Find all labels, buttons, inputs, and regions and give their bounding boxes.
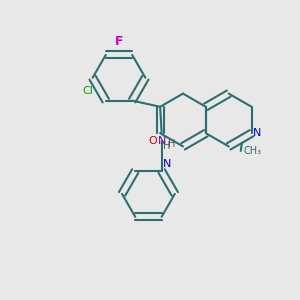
Text: F: F: [115, 35, 123, 48]
Text: N: N: [158, 136, 166, 146]
Text: H: H: [168, 139, 175, 149]
Text: O: O: [148, 136, 157, 146]
Text: N: N: [163, 159, 172, 169]
Text: H: H: [163, 141, 170, 151]
Text: CH₃: CH₃: [244, 146, 262, 156]
Text: N: N: [253, 128, 262, 138]
Text: Cl: Cl: [82, 86, 93, 96]
